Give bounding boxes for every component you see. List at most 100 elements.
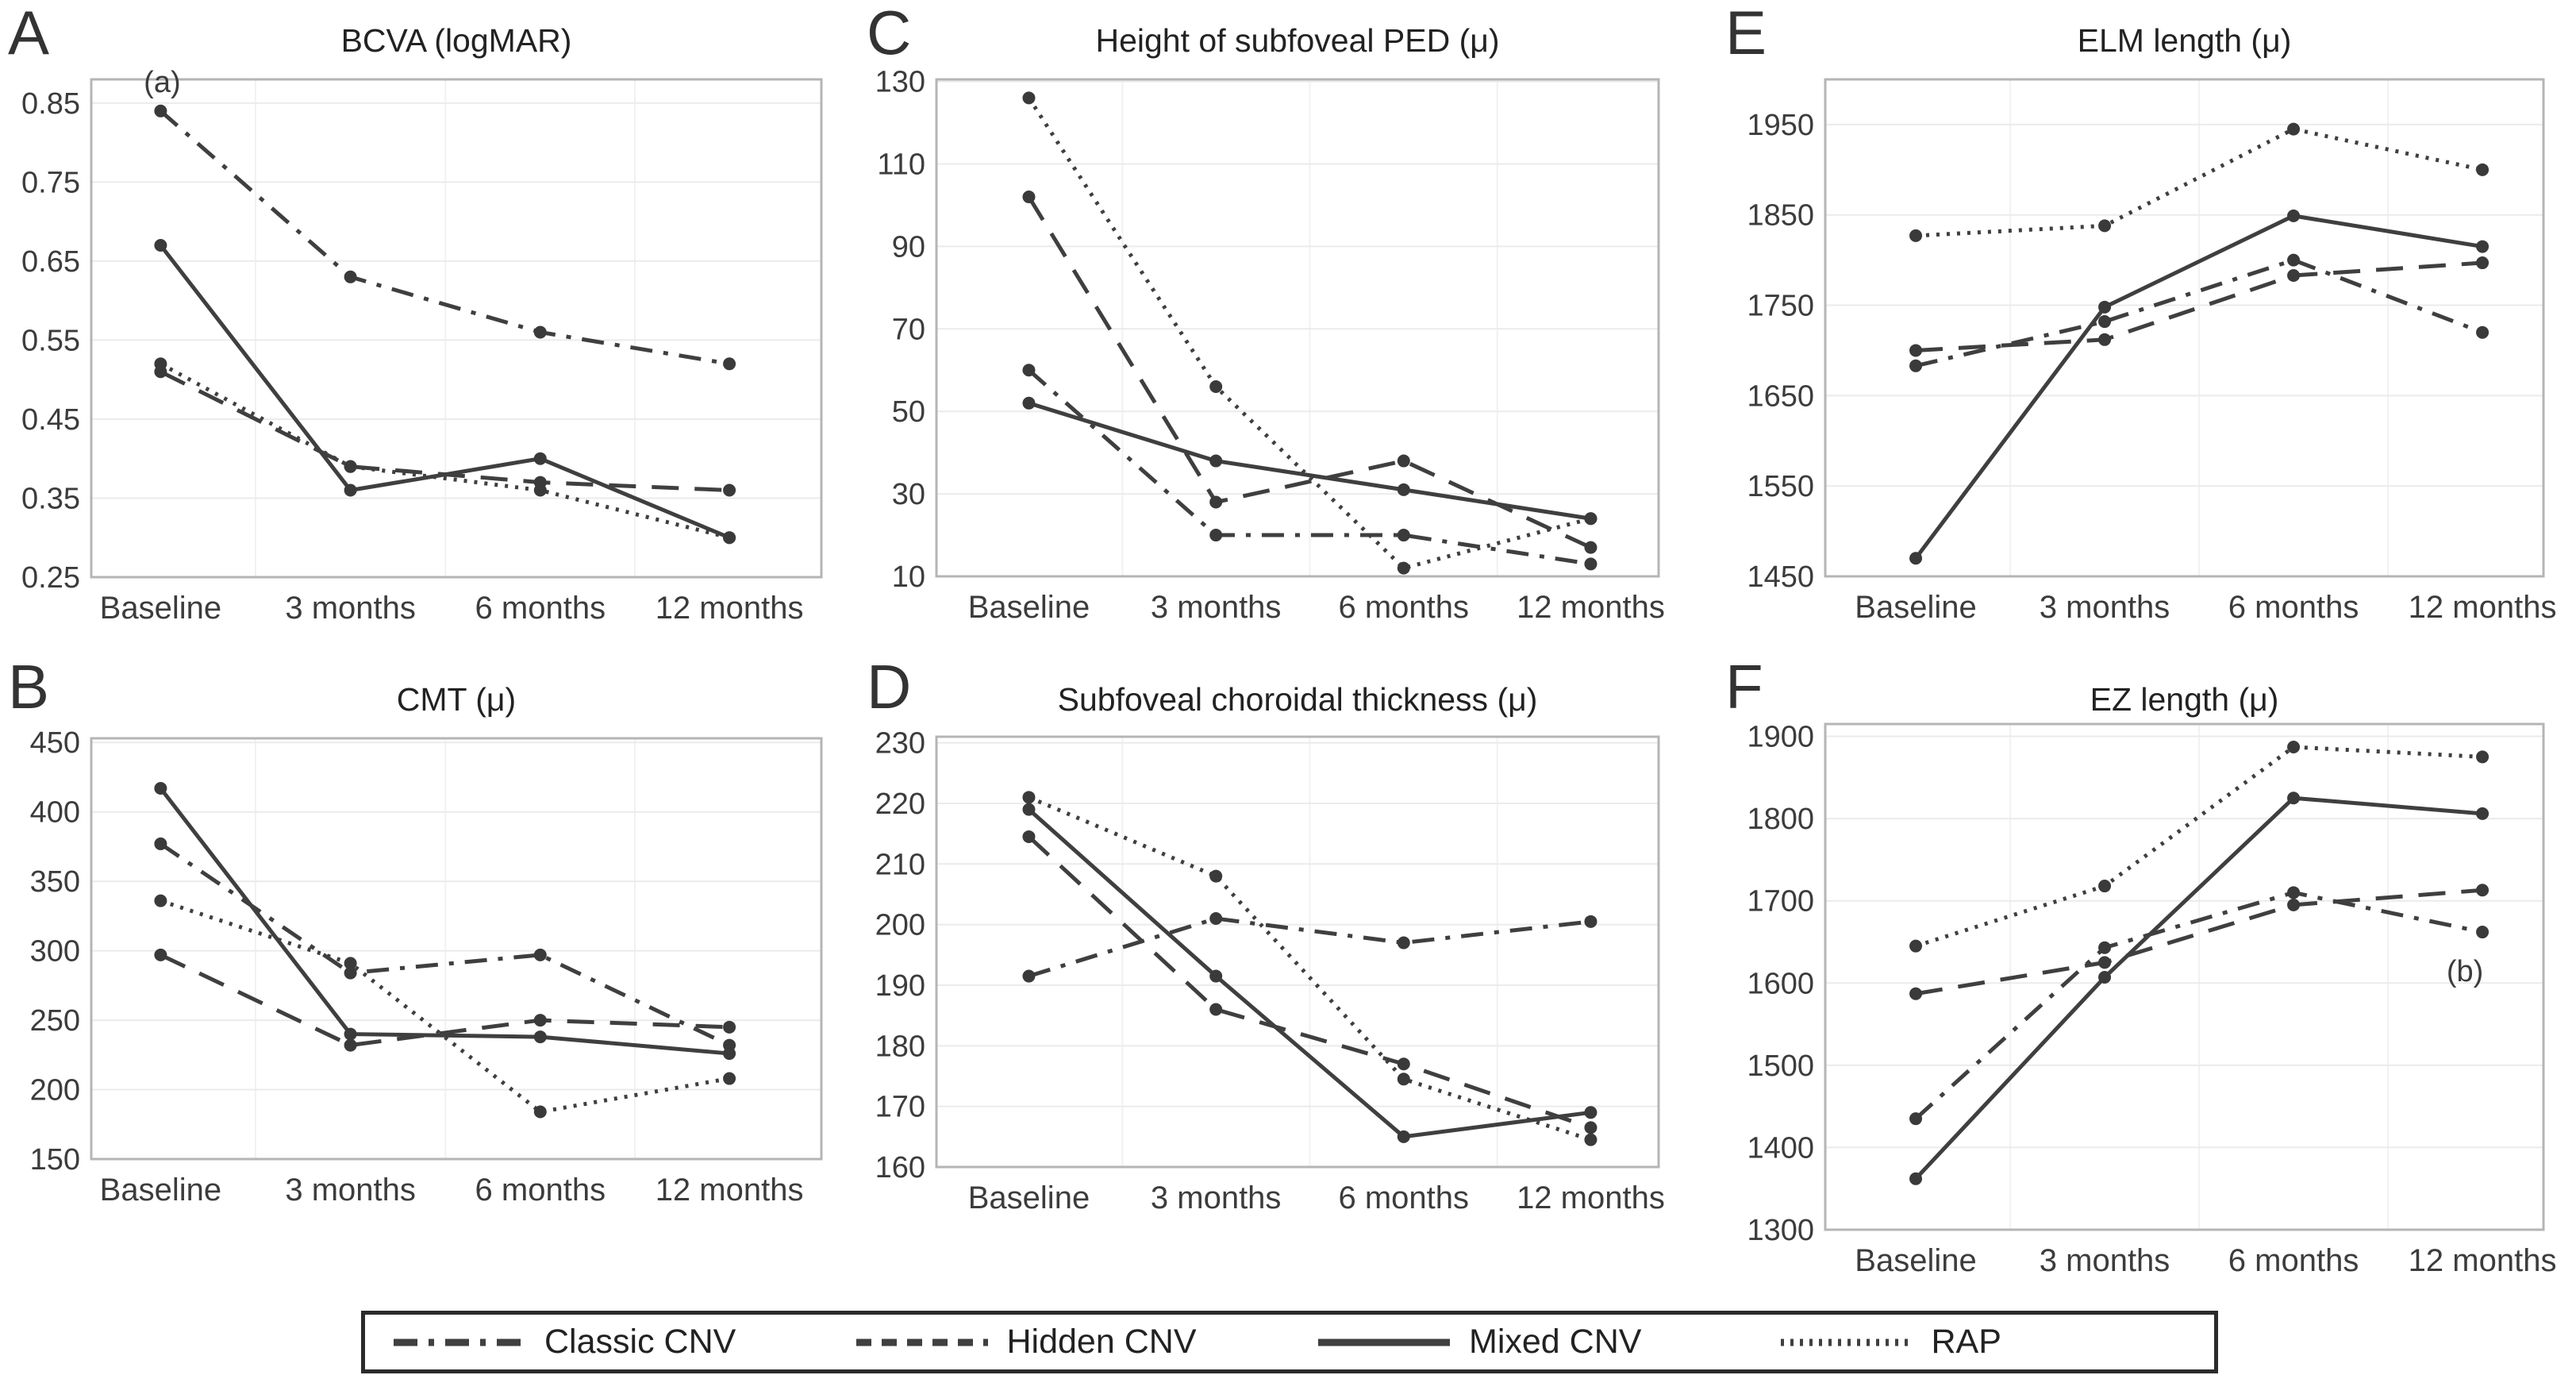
- data-point-marker: [2287, 898, 2301, 911]
- data-point-marker: [1209, 454, 1223, 468]
- series-line-mixed-cnv: [159, 244, 731, 540]
- data-point-marker: [1397, 483, 1410, 496]
- data-point-marker: [2098, 219, 2112, 233]
- svg-text:1900: 1900: [1747, 721, 1814, 754]
- data-point-marker: [2098, 300, 2112, 314]
- svg-text:6 months: 6 months: [2228, 590, 2359, 625]
- x-axis-tick-labels: Baseline 3 months 6 months 12 months: [1855, 590, 2556, 625]
- series-line-rap: [160, 362, 730, 540]
- svg-text:1650: 1650: [1747, 379, 1814, 413]
- series-line-hidden-cnv: [1027, 835, 1592, 1130]
- data-point-marker: [1909, 1172, 1923, 1185]
- data-point-marker: [344, 1038, 357, 1052]
- data-point-marker: [1909, 229, 1923, 242]
- horizontal-gridlines: [936, 741, 1659, 1107]
- svg-text:3 months: 3 months: [1151, 590, 1282, 625]
- series-classic-cnv: [1022, 912, 1598, 983]
- svg-text:Baseline: Baseline: [100, 1173, 221, 1207]
- svg-text:200: 200: [30, 1074, 80, 1107]
- data-point-marker: [2287, 791, 2301, 805]
- svg-text:0.85: 0.85: [21, 87, 80, 121]
- data-point-marker: [154, 837, 167, 850]
- data-point-marker: [2287, 268, 2301, 282]
- panel-c: C Height of subfoveal PED (μ) 130 110 90 70…: [859, 0, 1717, 645]
- data-point-marker: [1209, 912, 1223, 926]
- plot-border: [90, 737, 823, 1161]
- panel-letter-e: E: [1725, 0, 1767, 67]
- svg-text:Baseline: Baseline: [1855, 1243, 1976, 1278]
- panel-letter-a: A: [8, 0, 50, 67]
- series-rap: [154, 357, 736, 545]
- data-point-marker: [2098, 956, 2112, 969]
- vertical-gridlines: [255, 79, 636, 577]
- panel-a: A BCVA (logMAR) 0.85 0.75 0.65 0.55 0.45 0.35…: [0, 0, 859, 645]
- panel-letter-b: B: [8, 652, 50, 722]
- data-point-marker: [533, 948, 547, 961]
- svg-text:10: 10: [892, 560, 925, 594]
- data-point-marker: [1022, 803, 1036, 816]
- data-point-marker: [154, 104, 167, 117]
- svg-text:1550: 1550: [1747, 470, 1814, 503]
- data-point-marker: [1584, 512, 1598, 526]
- x-axis-tick-labels: Baseline 3 months 6 months 12 months: [100, 1173, 804, 1207]
- y-axis-tick-labels: 130 110 90 70 50 30 10: [875, 66, 925, 594]
- series-mixed-cnv: [154, 781, 736, 1061]
- chart-title-a: BCVA (logMAR): [340, 22, 572, 59]
- svg-text:350: 350: [30, 865, 80, 899]
- svg-text:6 months: 6 months: [1339, 590, 1470, 625]
- horizontal-gridlines: [1825, 123, 2543, 487]
- data-point-marker: [1209, 1003, 1223, 1016]
- svg-text:6 months: 6 months: [475, 591, 606, 626]
- data-point-marker: [1909, 552, 1923, 565]
- svg-text:180: 180: [875, 1030, 925, 1063]
- data-point-marker: [1584, 1133, 1598, 1146]
- line-chart-choroidal-thickness: 230 220 210 200 190 180 170 160 Baseline 3 months…: [875, 727, 1665, 1215]
- series-hidden-cnv: [1909, 884, 2489, 1000]
- y-axis-tick-labels: 230 220 210 200 190 180 170 160: [875, 727, 925, 1184]
- svg-text:1300: 1300: [1747, 1214, 1814, 1247]
- legend-item-mixed-cnv: Mixed CNV: [1290, 1323, 1752, 1362]
- svg-text:30: 30: [892, 478, 925, 511]
- data-point-marker: [2476, 163, 2489, 176]
- series-line-classic-cnv: [159, 109, 730, 366]
- data-point-marker: [723, 1072, 736, 1085]
- data-point-marker: [2476, 807, 2489, 820]
- dashed-line-sample-icon: [855, 1338, 988, 1346]
- svg-text:210: 210: [875, 848, 925, 881]
- plot-border: [935, 735, 1660, 1169]
- series-hidden-cnv: [154, 948, 736, 1052]
- data-point-marker: [723, 1047, 736, 1061]
- svg-text:250: 250: [30, 1004, 80, 1038]
- y-axis-tick-labels: 1950 1850 1750 1650 1550 1450: [1747, 109, 1814, 594]
- series-rap: [154, 894, 736, 1119]
- svg-text:3 months: 3 months: [2040, 590, 2170, 625]
- svg-text:12 months: 12 months: [2409, 590, 2557, 625]
- line-chart-cmt: 450 400 350 300 250 200 150 Baseline 3 months 6 m…: [30, 726, 823, 1207]
- data-point-marker: [2287, 741, 2301, 754]
- data-point-marker: [2287, 886, 2301, 899]
- data-point-marker: [533, 1030, 547, 1044]
- svg-text:0.25: 0.25: [21, 561, 80, 595]
- data-point-marker: [723, 531, 736, 545]
- data-point-marker: [1397, 1057, 1410, 1071]
- svg-text:1500: 1500: [1747, 1050, 1814, 1083]
- data-point-marker: [2287, 122, 2301, 136]
- data-point-marker: [1909, 1112, 1923, 1126]
- x-axis-tick-labels: Baseline 3 months 6 months 12 months: [968, 1180, 1665, 1215]
- data-point-marker: [1209, 869, 1223, 883]
- series-classic-cnv: [1022, 364, 1598, 571]
- solid-line-sample-icon: [1318, 1338, 1450, 1346]
- data-point-marker: [1584, 557, 1598, 571]
- chart-title-c: Height of subfoveal PED (μ): [1095, 22, 1500, 59]
- legend-label: Hidden CNV: [1006, 1323, 1197, 1361]
- svg-text:170: 170: [875, 1091, 925, 1124]
- data-point-marker: [533, 1014, 547, 1027]
- y-axis-tick-labels: 0.85 0.75 0.65 0.55 0.45 0.35 0.25: [21, 87, 80, 595]
- data-point-marker: [344, 966, 357, 980]
- data-point-marker: [344, 270, 357, 283]
- series-classic-cnv: [1909, 253, 2489, 372]
- data-point-marker: [2476, 325, 2489, 339]
- data-point-marker: [344, 483, 357, 497]
- x-axis-tick-labels: Baseline 3 months 6 months 12 months: [968, 590, 1665, 625]
